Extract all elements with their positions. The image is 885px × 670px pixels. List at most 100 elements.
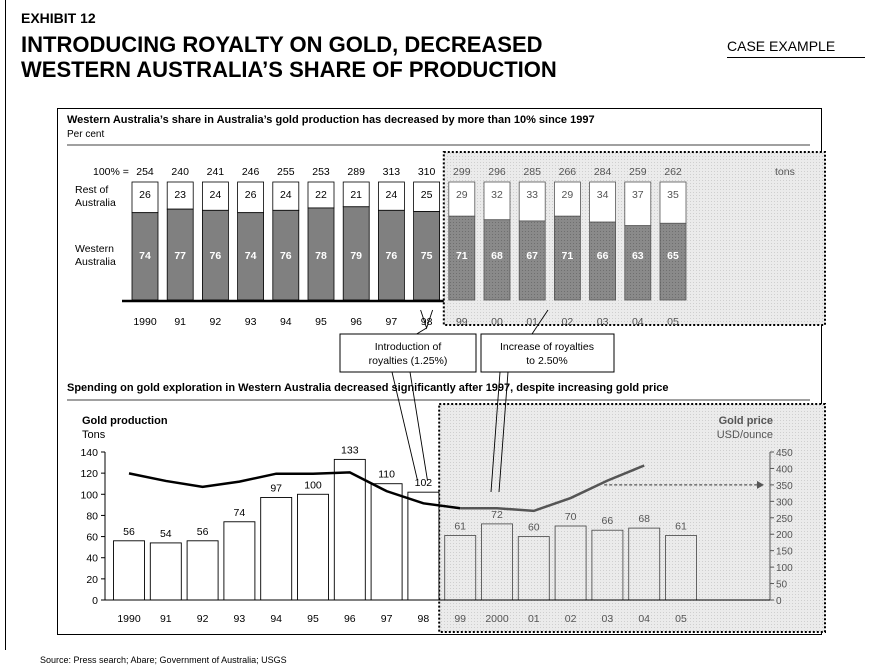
royalty-increase-line-2: to 2.50% (526, 355, 567, 367)
wa-value-label: 79 (350, 250, 362, 262)
right-axis-title: Gold price (719, 415, 773, 427)
wa-value-label: 67 (526, 250, 538, 262)
bottom-x-tick-label: 02 (565, 613, 577, 625)
production-value-label: 61 (675, 521, 687, 533)
rest-value-label: 26 (139, 189, 151, 201)
wa-value-label: 76 (386, 250, 398, 262)
rest-bar (377, 181, 405, 211)
wa-value-label: 76 (280, 250, 292, 262)
right-axis-tick-label: 200 (776, 530, 793, 541)
left-axis-tick-label: 120 (80, 468, 98, 480)
right-axis-tick-label: 300 (776, 497, 793, 508)
total-label: 253 (312, 166, 330, 178)
top-x-tick-label: 96 (350, 316, 362, 328)
rest-value-label: 23 (174, 189, 186, 201)
top-x-tick-label: 02 (562, 316, 574, 328)
production-bar (481, 523, 513, 601)
production-bar (407, 491, 440, 601)
left-axis-title: Gold production (82, 415, 168, 427)
wa-bar (589, 221, 616, 301)
rest-bar (166, 181, 194, 210)
right-axis-tick-label: 450 (776, 448, 793, 459)
total-unit-label: tons (775, 166, 795, 178)
right-axis-tick-label: 0 (776, 596, 782, 607)
production-bar (554, 525, 587, 601)
wa-bar (659, 222, 687, 301)
production-value-label: 56 (197, 526, 209, 538)
top-x-tick-label: 93 (245, 316, 257, 328)
production-bar (149, 542, 182, 601)
top-chart-title: Western Australia’s share in Australia’s… (67, 114, 595, 126)
production-value-label: 102 (415, 477, 433, 489)
production-bar (113, 540, 145, 601)
left-axis-tick-label: 40 (86, 553, 98, 565)
rest-value-label: 32 (491, 189, 503, 201)
total-label: 259 (629, 166, 647, 178)
wa-bar (413, 211, 441, 301)
wa-value-label: 74 (139, 250, 151, 262)
series-label-rest-1: Rest of (75, 184, 108, 196)
total-label: 241 (207, 166, 225, 178)
left-axis-tick-label: 80 (86, 510, 98, 522)
royalty-increase-pointer-top (531, 309, 549, 335)
total-label: 255 (277, 166, 295, 178)
production-bar (223, 521, 256, 601)
top-x-tick-label: 1990 (133, 316, 157, 328)
production-bar (517, 536, 550, 601)
production-value-label: 110 (378, 469, 395, 481)
top-x-tick-label: 03 (597, 316, 609, 328)
total-label: 262 (664, 166, 682, 178)
exhibit-number: EXHIBIT 12 (21, 10, 96, 26)
right-axis-tick-label: 50 (776, 580, 788, 591)
wa-bar (624, 225, 652, 301)
rest-value-label: 22 (315, 189, 327, 201)
top-x-tick-label: 00 (491, 316, 503, 328)
source-note: Source: Press search; Abare; Government … (40, 655, 287, 665)
production-value-label: 100 (304, 479, 322, 491)
rest-bar (342, 181, 370, 208)
rest-bar (624, 181, 652, 227)
production-value-label: 72 (491, 509, 503, 521)
rest-value-label: 29 (456, 189, 468, 201)
wa-value-label: 71 (562, 250, 574, 262)
production-value-label: 56 (123, 526, 135, 538)
price-arrow-head (757, 480, 764, 489)
bottom-x-tick-label: 05 (675, 613, 687, 625)
right-axis-tick-label: 100 (776, 563, 793, 574)
wa-value-label: 75 (421, 250, 433, 262)
left-axis-tick-label: 60 (86, 532, 98, 544)
wa-bar (342, 206, 370, 301)
rest-value-label: 26 (245, 189, 257, 201)
wa-bar (166, 208, 194, 301)
production-bar (297, 493, 329, 601)
bottom-x-tick-label: 99 (454, 613, 466, 625)
right-axis-tick-label: 250 (776, 514, 793, 525)
wa-bar (554, 215, 581, 301)
top-x-tick-label: 99 (456, 316, 468, 328)
bottom-x-tick-label: 1990 (117, 613, 141, 625)
production-value-label: 74 (234, 507, 246, 519)
wa-bar (483, 219, 511, 301)
production-bar (333, 458, 366, 601)
case-example-label: CASE EXAMPLE (727, 38, 836, 54)
bottom-chart-title: Spending on gold exploration in Western … (67, 382, 668, 394)
title-line-1: INTRODUCING ROYALTY ON GOLD, DECREASED (21, 32, 543, 57)
production-bar (186, 540, 219, 601)
total-label: 284 (594, 166, 612, 178)
wa-bar (131, 212, 159, 301)
total-label: 285 (523, 166, 541, 178)
top-x-tick-label: 05 (667, 316, 679, 328)
wa-value-label: 76 (210, 250, 222, 262)
bottom-x-tick-label: 91 (160, 613, 172, 625)
title-line-2: WESTERN AUSTRALIA’S SHARE OF PRODUCTION (21, 57, 557, 82)
rest-value-label: 29 (562, 189, 574, 201)
rest-value-label: 24 (280, 189, 292, 201)
production-value-label: 54 (160, 528, 172, 540)
gold-price-line-highlight (460, 464, 645, 513)
wa-bar (237, 212, 265, 301)
bottom-x-tick-label: 95 (307, 613, 319, 625)
wa-bar (518, 220, 546, 301)
bottom-x-tick-label: 92 (197, 613, 209, 625)
rest-bar (237, 181, 265, 214)
production-bar (444, 535, 477, 601)
